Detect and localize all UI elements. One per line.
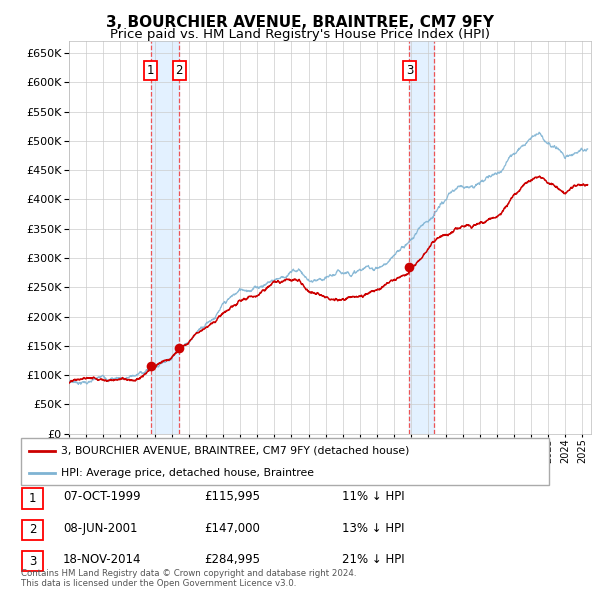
FancyBboxPatch shape [21, 438, 549, 485]
Text: Price paid vs. HM Land Registry's House Price Index (HPI): Price paid vs. HM Land Registry's House … [110, 28, 490, 41]
Text: Contains HM Land Registry data © Crown copyright and database right 2024.
This d: Contains HM Land Registry data © Crown c… [21, 569, 356, 588]
Text: £284,995: £284,995 [204, 553, 260, 566]
Text: 07-OCT-1999: 07-OCT-1999 [63, 490, 140, 503]
Text: 2: 2 [175, 64, 183, 77]
Text: 13% ↓ HPI: 13% ↓ HPI [342, 522, 404, 535]
Text: 08-JUN-2001: 08-JUN-2001 [63, 522, 137, 535]
Text: £147,000: £147,000 [204, 522, 260, 535]
Text: 3, BOURCHIER AVENUE, BRAINTREE, CM7 9FY: 3, BOURCHIER AVENUE, BRAINTREE, CM7 9FY [106, 15, 494, 30]
Text: 3, BOURCHIER AVENUE, BRAINTREE, CM7 9FY (detached house): 3, BOURCHIER AVENUE, BRAINTREE, CM7 9FY … [61, 446, 409, 456]
Text: £115,995: £115,995 [204, 490, 260, 503]
Text: 2: 2 [29, 523, 36, 536]
Text: 3: 3 [406, 64, 413, 77]
Text: 11% ↓ HPI: 11% ↓ HPI [342, 490, 404, 503]
Text: 1: 1 [147, 64, 154, 77]
Text: 21% ↓ HPI: 21% ↓ HPI [342, 553, 404, 566]
Text: 3: 3 [29, 555, 36, 568]
Text: HPI: Average price, detached house, Braintree: HPI: Average price, detached house, Brai… [61, 468, 314, 478]
Bar [151, 41, 179, 434]
Bar [409, 41, 434, 434]
FancyBboxPatch shape [22, 489, 43, 509]
FancyBboxPatch shape [22, 551, 43, 571]
Text: 1: 1 [29, 492, 36, 505]
Text: 18-NOV-2014: 18-NOV-2014 [63, 553, 142, 566]
FancyBboxPatch shape [22, 520, 43, 540]
